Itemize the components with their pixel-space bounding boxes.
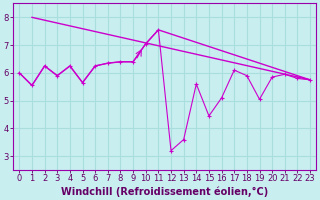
X-axis label: Windchill (Refroidissement éolien,°C): Windchill (Refroidissement éolien,°C) [61, 186, 268, 197]
